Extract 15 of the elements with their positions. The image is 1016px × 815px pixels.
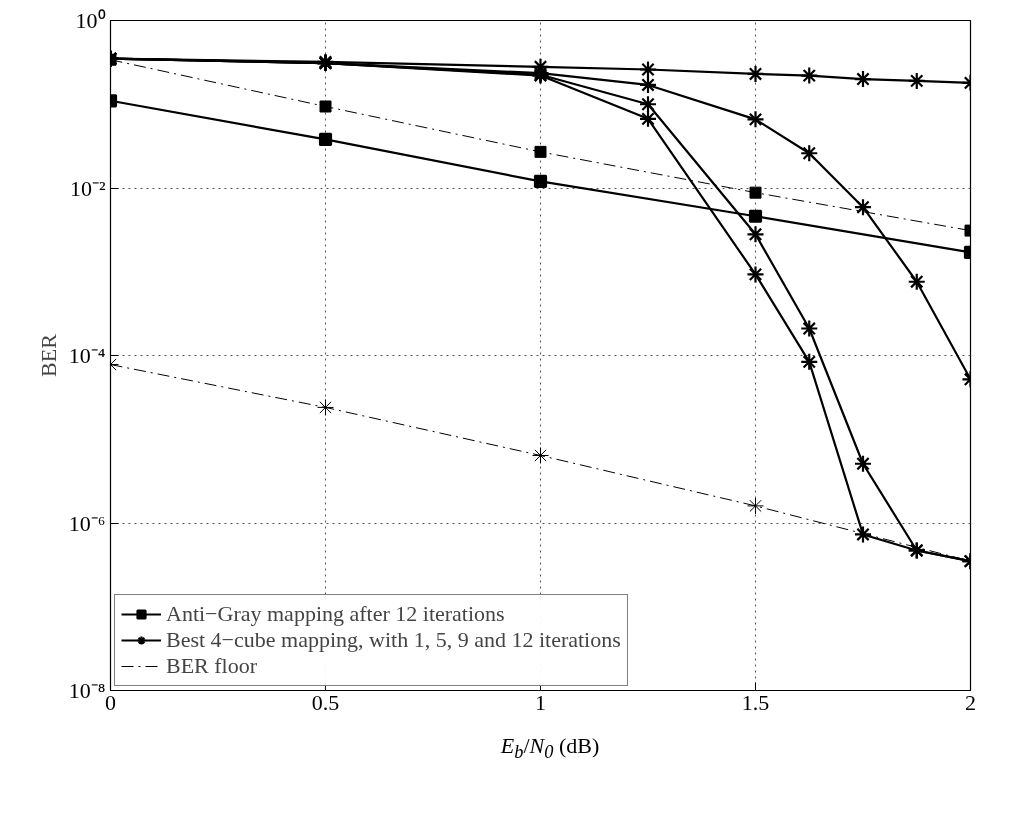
y-tick-label: 10⁻² bbox=[69, 175, 106, 201]
y-tick-label: 10⁻⁴ bbox=[68, 343, 106, 368]
legend-label: Anti−Gray mapping after 12 iterations bbox=[166, 601, 505, 627]
legend-label: Best 4−cube mapping, with 1, 5, 9 and 12 iterations bbox=[166, 627, 621, 653]
x-tick-label: 1 bbox=[535, 689, 546, 715]
y-tick-label: 10⁻⁸ bbox=[68, 678, 106, 703]
x-tick-label: 1.5 bbox=[741, 689, 770, 715]
x-tick-label: 0 bbox=[105, 689, 116, 715]
legend-label: BER floor bbox=[166, 653, 258, 679]
y-tick-label: 10⁻⁶ bbox=[68, 510, 106, 536]
y-axis-title: BER bbox=[35, 333, 61, 377]
x-tick-label: 2 bbox=[965, 689, 976, 715]
x-tick-label: 0.5 bbox=[311, 689, 340, 715]
y-tick-label: 10⁰ bbox=[75, 8, 106, 33]
x-axis-title: E$_{b}$/N$_{0}$ (dB) bbox=[499, 732, 601, 765]
